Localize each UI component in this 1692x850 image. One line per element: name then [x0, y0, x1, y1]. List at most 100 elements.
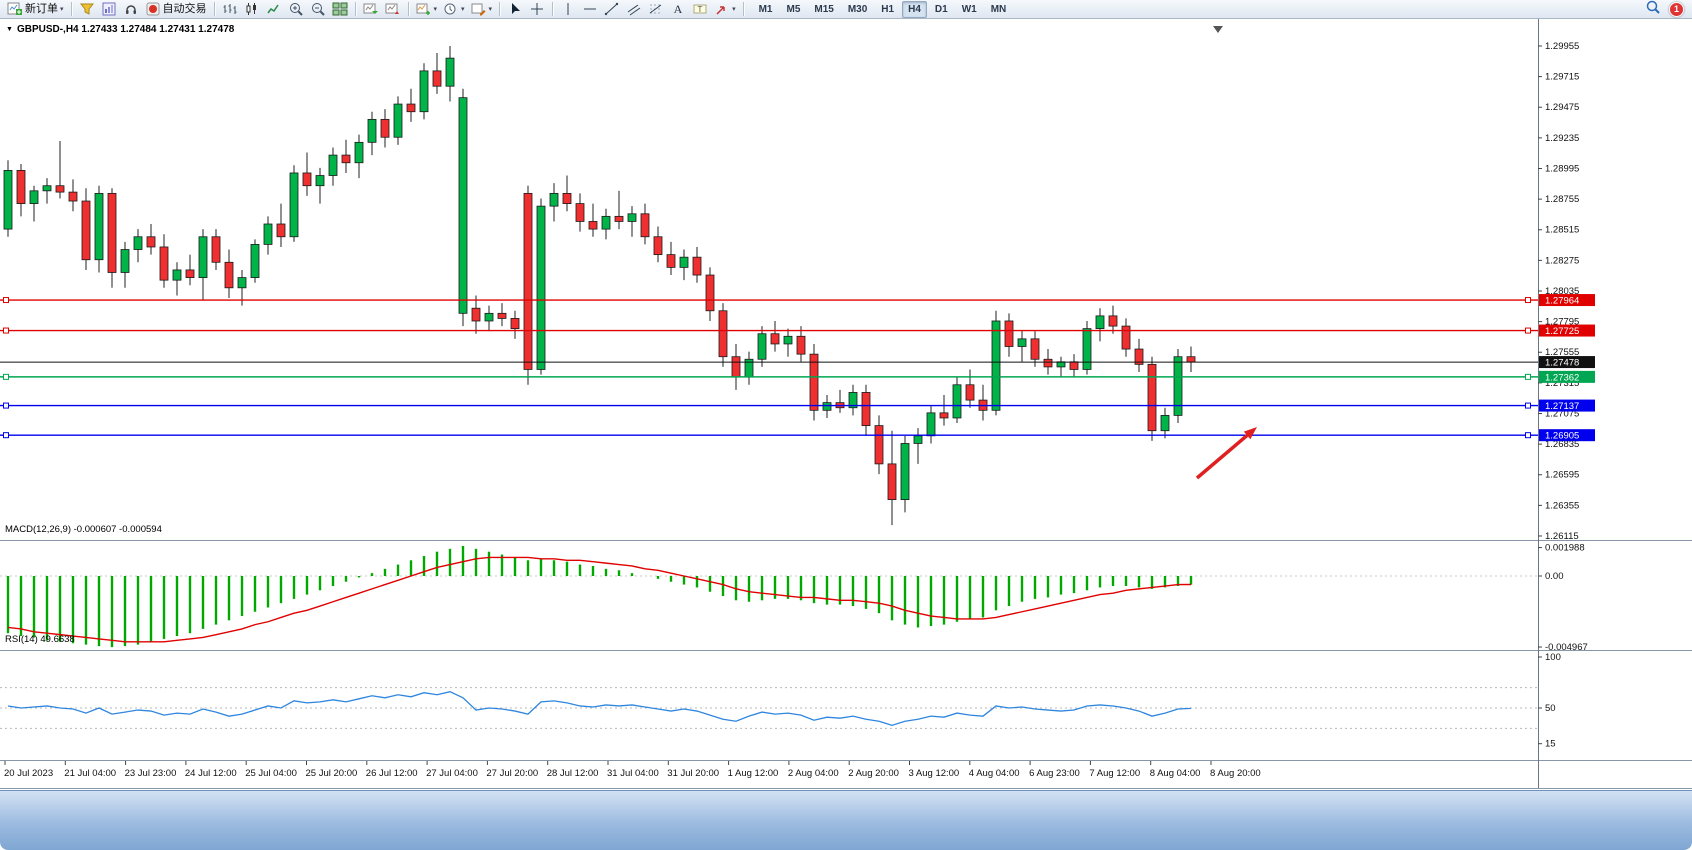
time-axis-label[interactable]: 31 Jul 04:00	[607, 768, 659, 779]
time-axis-label[interactable]: 28 Jul 12:00	[547, 768, 599, 779]
toolbar-separator	[70, 2, 72, 16]
trendline-button[interactable]	[601, 1, 623, 18]
toolbar-separator	[354, 2, 356, 16]
line-handle[interactable]	[1525, 432, 1531, 439]
crosshair-button[interactable]	[526, 1, 548, 18]
price-tag	[1539, 356, 1595, 369]
collapse-triangle-icon[interactable]: ▼	[6, 26, 13, 33]
notification-badge[interactable]: 1	[1669, 1, 1684, 17]
line-handle[interactable]	[3, 402, 9, 409]
price-tag-label: 1.27137	[1545, 401, 1579, 412]
search-icon[interactable]	[1645, 0, 1661, 20]
time-axis-label[interactable]: 3 Aug 12:00	[909, 768, 960, 779]
mql5-community-button[interactable]	[120, 1, 142, 18]
text-label-button[interactable]: T	[689, 1, 711, 18]
time-axis-label[interactable]: 2 Aug 20:00	[848, 768, 899, 779]
price-tag	[1539, 429, 1595, 442]
market-depth-button[interactable]	[98, 1, 120, 18]
line-handle[interactable]	[1525, 373, 1531, 380]
timeframe-mn-button[interactable]: MN	[990, 3, 1007, 15]
time-axis-label[interactable]: 24 Jul 12:00	[185, 768, 237, 779]
time-axis-label[interactable]: 8 Aug 20:00	[1210, 768, 1261, 779]
time-axis-label[interactable]: 25 Jul 04:00	[245, 768, 297, 779]
timeframe-m30-button[interactable]: M30	[847, 3, 868, 15]
periods-button[interactable]: ▾	[440, 1, 468, 18]
time-axis-label[interactable]: 8 Aug 04:00	[1150, 768, 1201, 779]
timeframe-m15-button[interactable]: M15	[814, 3, 834, 15]
timeframe-m1-button[interactable]: M1	[758, 3, 773, 15]
chart-canvas[interactable]: 1.29955 1.29715 1.29475 1.29235 1.28995 1.287…	[0, 19, 1692, 790]
time-axis-label[interactable]: 23 Jul 23:00	[125, 768, 177, 779]
caret-down-icon: ▾	[488, 5, 493, 13]
timeframe-h1-button[interactable]: H1	[881, 3, 895, 15]
line-handle[interactable]	[3, 432, 9, 439]
line-handle[interactable]	[1525, 297, 1531, 304]
timeframe-m5-button[interactable]: M5	[786, 3, 801, 15]
time-axis-label[interactable]: 7 Aug 12:00	[1089, 768, 1140, 779]
toolbar-separator	[499, 2, 501, 16]
trend-arrow-annotation[interactable]	[1195, 434, 1249, 480]
time-axis-label[interactable]: 25 Jul 20:00	[306, 768, 358, 779]
chart-shift-marker[interactable]	[1213, 26, 1223, 33]
bar-chart-mode-icon	[222, 1, 238, 17]
toolbar-separator	[407, 2, 409, 16]
time-axis-label[interactable]: 21 Jul 04:00	[64, 768, 116, 779]
time-axis-label[interactable]: 6 Aug 23:00	[1029, 768, 1080, 779]
vertical-line-button[interactable]	[557, 1, 579, 18]
arrows-button[interactable]: ▾	[711, 1, 739, 18]
new-order-icon	[7, 1, 23, 17]
equidistant-channel-icon	[626, 1, 642, 17]
equidistant-channel-button[interactable]	[623, 1, 645, 18]
rsi-axis-label: 50	[1545, 703, 1556, 714]
time-axis-label[interactable]: 26 Jul 12:00	[366, 768, 418, 779]
chart-window: 1.29955 1.29715 1.29475 1.29235 1.28995 1.287…	[0, 19, 1692, 790]
price-axis-label: 1.29715	[1545, 72, 1579, 83]
macd-axis-label: 0.001988	[1545, 543, 1585, 554]
time-axis-label[interactable]: 27 Jul 04:00	[426, 768, 478, 779]
timeframe-w1-button[interactable]: W1	[961, 3, 977, 15]
auto-trading-button[interactable]: 自动交易	[142, 1, 210, 18]
new-order-button[interactable]: 新订单 ▾	[4, 1, 67, 18]
time-axis-label[interactable]: 31 Jul 20:00	[667, 768, 719, 779]
fibonacci-button[interactable]	[645, 1, 667, 18]
text-button[interactable]: A	[667, 1, 689, 18]
zoom-out-button[interactable]	[307, 1, 329, 18]
line-handle[interactable]	[3, 373, 9, 380]
cursor-icon	[507, 1, 523, 17]
time-axis-label[interactable]: 20 Jul 2023	[4, 768, 53, 779]
zoom-in-icon	[288, 1, 304, 17]
time-axis-label[interactable]: 2 Aug 04:00	[788, 768, 839, 779]
candlestick-mode-button[interactable]	[241, 1, 263, 18]
time-axis-label[interactable]: 4 Aug 04:00	[969, 768, 1020, 779]
zoom-in-button[interactable]	[285, 1, 307, 18]
timeframe-d1-button[interactable]: D1	[934, 3, 948, 15]
line-handle[interactable]	[1525, 402, 1531, 409]
chart-shift-button[interactable]	[382, 1, 404, 18]
line-handle[interactable]	[3, 297, 9, 304]
main-toolbar: 新订单 ▾ 自动交易 ▾ ▾ ▾ A T ▾ M1 M5 M15 M30 H1 H4 D1 W1 MN 1	[0, 0, 1692, 19]
line-handle[interactable]	[3, 327, 9, 334]
new-chart-button[interactable]: ▾	[413, 1, 441, 18]
fibonacci-icon	[648, 1, 664, 17]
candlestick-mode-icon	[244, 1, 260, 17]
price-axis-label: 1.27315	[1545, 378, 1579, 389]
auto-scroll-button[interactable]	[360, 1, 382, 18]
macd-indicator-label: MACD(12,26,9) -0.000607 -0.000594	[5, 524, 162, 535]
horizontal-line-button[interactable]	[579, 1, 601, 18]
price-tag	[1539, 370, 1595, 383]
timeframe-group: M1 M5 M15 M30 H1 H4 D1 W1 MN	[752, 0, 1014, 18]
timeframe-h4-button[interactable]: H4	[902, 0, 927, 18]
tile-windows-button[interactable]	[329, 1, 351, 18]
mql5-community-icon	[123, 1, 139, 17]
cursor-button[interactable]	[504, 1, 526, 18]
time-axis-label[interactable]: 27 Jul 20:00	[486, 768, 538, 779]
price-tag	[1539, 324, 1595, 337]
bar-chart-mode-button[interactable]	[219, 1, 241, 18]
price-tag-label: 1.26905	[1545, 431, 1579, 442]
line-handle[interactable]	[1525, 327, 1531, 334]
metaeditor-button[interactable]	[76, 1, 98, 18]
templates-button[interactable]: ▾	[468, 1, 496, 18]
rsi-axis-label: 100	[1545, 652, 1561, 663]
time-axis-label[interactable]: 1 Aug 12:00	[728, 768, 779, 779]
line-chart-mode-button[interactable]	[263, 1, 285, 18]
